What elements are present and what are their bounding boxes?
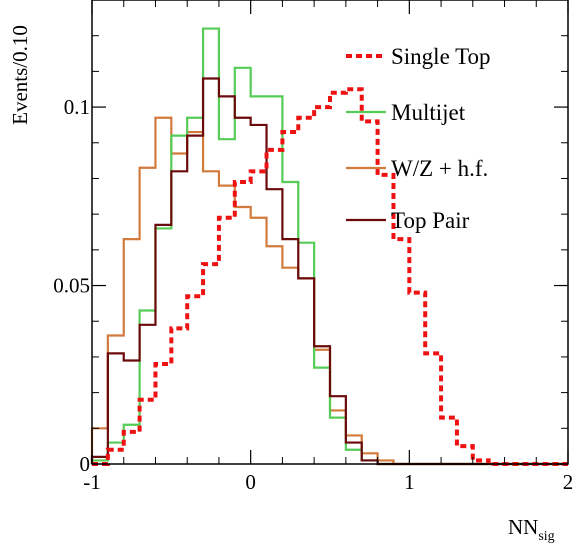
plot-lines [90, 27, 568, 466]
y-axis-label: Events/0.10 [8, 25, 32, 125]
legend-label-w-z-h-f: W/Z + h.f. [391, 156, 488, 181]
axis-ticks [91, 0, 569, 465]
series-single-top-line [92, 87, 568, 466]
legend-label-multijet: Multijet [391, 100, 466, 125]
series-multijet-line [90, 27, 568, 466]
x-tick-labels: -1 0 1 2 [83, 470, 573, 494]
legend: Single Top Multijet W/Z + h.f. Top Pair [346, 44, 491, 233]
x-tick-label: 2 [563, 470, 574, 494]
legend-label-top-pair: Top Pair [391, 208, 470, 233]
y-tick-label: 0.05 [53, 274, 90, 298]
x-axis-label: NNsig [508, 515, 555, 544]
y-tick-label: 0 [80, 452, 91, 476]
plot-frame [91, 0, 569, 465]
x-tick-label: 1 [404, 470, 415, 494]
y-tick-label: 0.1 [64, 95, 90, 119]
x-tick-label: 0 [245, 470, 256, 494]
x-tick-label: -1 [83, 470, 101, 494]
y-tick-labels: 0 0.05 0.1 [53, 95, 90, 476]
legend-label-single-top: Single Top [391, 44, 491, 69]
